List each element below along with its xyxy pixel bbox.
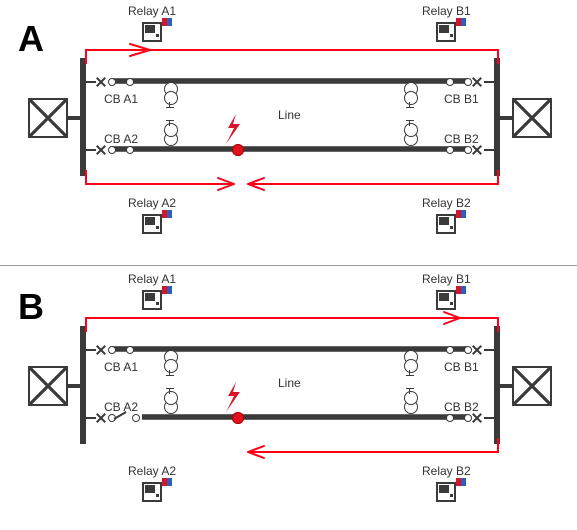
panel-a: A Relay A1 Relay B1 Line CB A1 CB B1 CB …: [0, 0, 577, 265]
relay-b2-label: Relay B2: [422, 196, 471, 210]
relay-a2b-icon: [142, 482, 168, 504]
panel-divider: [0, 265, 577, 266]
relay-b2b-label: Relay B2: [422, 464, 471, 478]
relay-b2b-icon: [436, 482, 462, 504]
relay-a2-icon: [142, 214, 168, 236]
panel-b: B Relay A1 Relay B1 Line CB A1 CB B1 CB …: [0, 268, 577, 530]
relay-a2b-label: Relay A2: [128, 464, 176, 478]
current-arrows-b: [0, 268, 577, 508]
current-arrows-a: [0, 0, 577, 240]
relay-b2-icon: [436, 214, 462, 236]
relay-a2-label: Relay A2: [128, 196, 176, 210]
diagram: { "colors": { "background": "#ffffff", "…: [0, 0, 577, 530]
